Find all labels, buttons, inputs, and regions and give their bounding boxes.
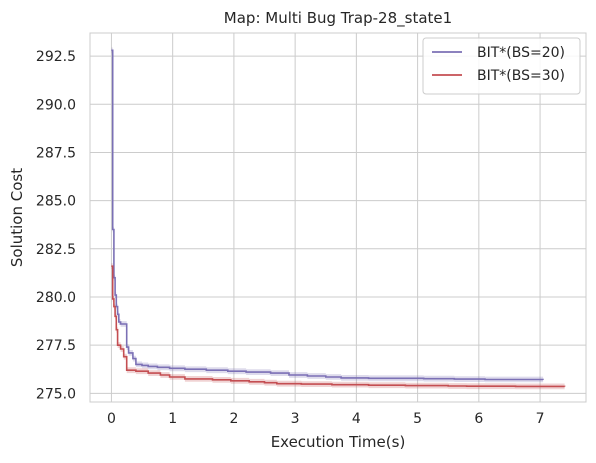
y-tick-label: 282.5 <box>36 242 76 258</box>
legend-box <box>422 37 581 95</box>
x-tick-label: 4 <box>352 411 361 427</box>
x-tick-label: 3 <box>291 411 300 427</box>
x-axis-label: Execution Time(s) <box>271 433 406 451</box>
x-tick-label: 2 <box>229 411 238 427</box>
plot-frame <box>89 32 587 403</box>
y-tick-label: 275.0 <box>36 386 76 402</box>
series-line-1 <box>111 265 566 388</box>
y-tick-label: 285.0 <box>36 194 76 210</box>
chart-title: Map: Multi Bug Trap-28_state1 <box>224 9 452 28</box>
x-tick-label: 7 <box>536 411 545 427</box>
x-tick-labels: 0 1 2 3 4 5 6 7 <box>107 411 545 427</box>
x-tick-label: 1 <box>168 411 177 427</box>
x-tick-label: 0 <box>107 411 116 427</box>
y-tick-label: 292.5 <box>36 49 76 65</box>
y-tick-label: 280.0 <box>36 290 76 306</box>
series-lines <box>111 49 566 388</box>
legend-label-bs20: BIT*(BS=20) <box>477 45 565 61</box>
y-tick-label: 290.0 <box>36 97 76 113</box>
y-tick-label: 277.5 <box>36 338 76 354</box>
x-tick-label: 5 <box>413 411 422 427</box>
y-tick-label: 287.5 <box>36 145 76 161</box>
series-line-0 <box>111 49 544 381</box>
x-tick-label: 6 <box>474 411 483 427</box>
y-axis-label: Solution Cost <box>8 168 26 267</box>
y-tick-labels: 275.0 277.5 280.0 282.5 285.0 287.5 290.0 292.5 <box>36 49 76 402</box>
legend: BIT*(BS=20) BIT*(BS=30) <box>422 37 581 95</box>
legend-label-bs30: BIT*(BS=30) <box>477 68 565 84</box>
